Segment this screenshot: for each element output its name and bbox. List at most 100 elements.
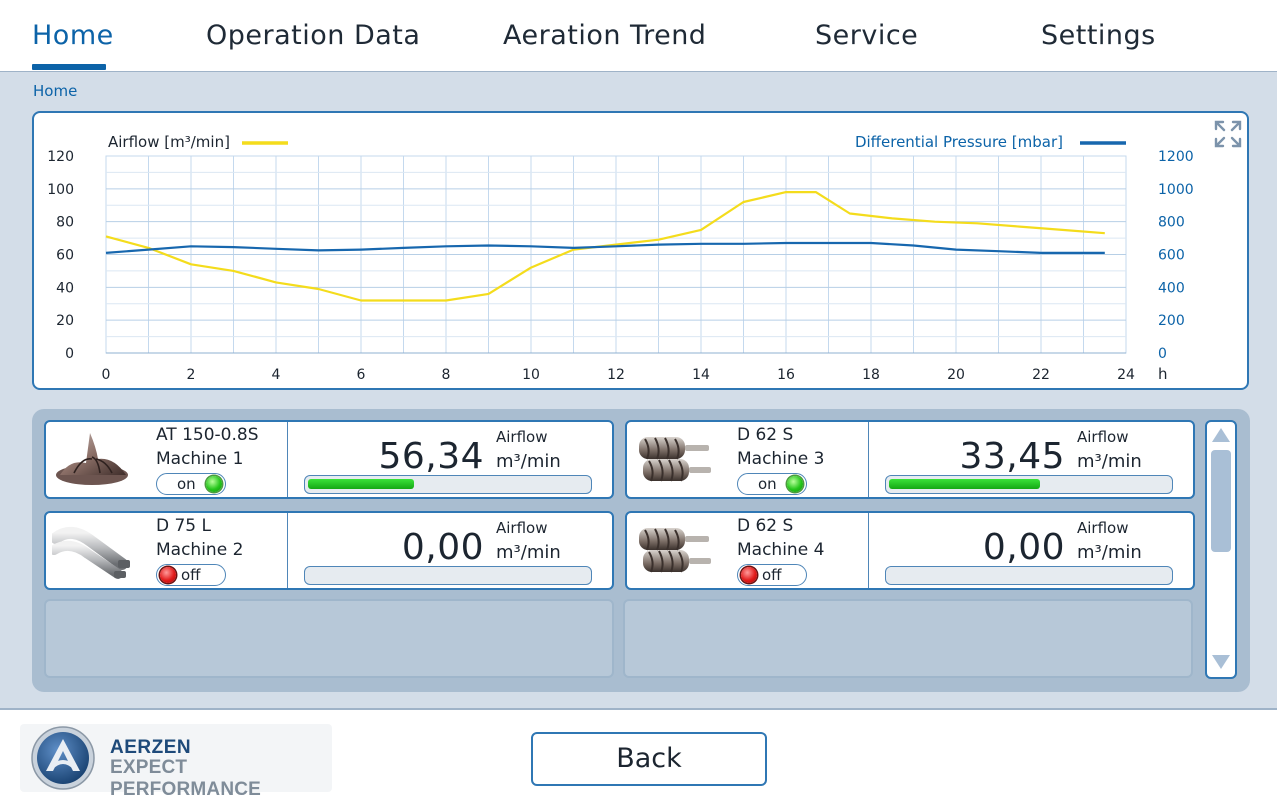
screw-rotor-image [639,437,711,482]
fullscreen-expand-icon[interactable] [1214,120,1242,148]
pressure-series-line [105,241,1105,254]
machine-name: Machine 2 [156,540,244,560]
machine-name: Machine 3 [737,449,825,469]
airflow-progress-fill [308,479,415,489]
tab-settings[interactable]: Settings [1041,20,1156,51]
machine-on-off-toggle[interactable]: off [156,564,226,586]
right-axis-tick-label: 1200 [1158,149,1194,165]
toggle-label: off [181,566,201,584]
x-axis-tick-label: 4 [272,367,281,383]
airflow-label: Airflow [496,428,548,446]
tab-service[interactable]: Service [815,20,919,51]
chart-series [105,190,1105,302]
x-axis-tick-label: 0 [102,367,111,383]
x-axis-tick-label: 16 [777,367,795,383]
x-axis-tick-label: 12 [607,367,625,383]
breadcrumb[interactable]: Home [33,82,78,100]
machine-card-2[interactable]: D 75 L Machine 2 off 0,00 Airflow m³/min [44,511,614,590]
right-axis-tick-label: 400 [1158,280,1185,296]
machine-card-3[interactable]: D 62 S Machine 3 on 33,45 Airflow m³/min [625,420,1195,499]
airflow-unit: m³/min [1077,542,1142,563]
machine-on-off-toggle[interactable]: off [737,564,807,586]
machines-scrollbar[interactable] [1205,420,1237,679]
left-axis-tick-label: 120 [47,149,74,165]
airflow-series-line [105,190,1105,302]
aerzen-logo-icon [31,726,95,790]
airflow-label: Airflow [1077,428,1129,446]
airflow-unit: m³/min [496,451,561,472]
x-axis-tick-label: 24 [1117,367,1135,383]
left-axis-tick-label: 0 [65,346,74,362]
airflow-progress-bar [304,566,592,585]
airflow-value: 33,45 [959,436,1065,477]
status-led-red-icon [741,567,757,583]
machine-info [627,422,869,497]
top-navigation: Home Operation Data Aeration Trend Servi… [0,0,1277,72]
x-axis-tick-label: 14 [692,367,710,383]
airflow-unit: m³/min [496,542,561,563]
machine-model: D 62 S [737,425,794,445]
machine-name: Machine 1 [156,449,244,469]
brand-tagline: EXPECT PERFORMANCE [110,757,262,798]
right-axis-tick-label: 800 [1158,215,1185,231]
toggle-label: on [177,475,196,493]
scroll-down-arrow-icon[interactable] [1211,653,1231,671]
machine-on-off-toggle[interactable]: on [156,473,226,495]
x-axis-tick-label: 18 [862,367,880,383]
right-axis-tick-label: 600 [1158,248,1185,264]
toggle-label: off [762,566,782,584]
x-axis-unit-label: h [1158,365,1168,383]
tab-home[interactable]: Home [32,20,114,51]
rotor-shaft-image [52,526,130,579]
airflow-progress-bar [885,566,1173,585]
status-led-green-icon [787,476,803,492]
machine-on-off-toggle[interactable]: on [737,473,807,495]
machine-info [46,422,288,497]
left-axis-tick-label: 100 [47,182,74,198]
screw-rotor-image [639,528,711,573]
scroll-up-arrow-icon[interactable] [1211,426,1231,444]
active-tab-indicator [32,64,106,70]
scroll-thumb[interactable] [1211,450,1231,552]
x-axis-tick-label: 2 [187,367,196,383]
chart-legend: Airflow [m³/min] Differential Pressure [… [108,133,1126,151]
legend-airflow-label: Airflow [m³/min] [108,133,230,151]
aerzen-logo: AERZEN EXPECT PERFORMANCE [20,724,332,798]
impeller-image [56,433,128,485]
legend-pressure-label: Differential Pressure [mbar] [855,133,1063,151]
airflow-unit: m³/min [1077,451,1142,472]
status-led-green-icon [206,476,222,492]
back-button[interactable]: Back [531,732,767,786]
tab-aeration-trend[interactable]: Aeration Trend [503,20,707,51]
right-axis-tick-label: 0 [1158,346,1167,362]
airflow-value: 56,34 [378,436,484,477]
left-axis-tick-label: 40 [56,280,74,296]
tab-operation-data[interactable]: Operation Data [206,20,421,51]
machine-model: AT 150-0.8S [156,425,259,445]
right-axis-tick-label: 200 [1158,313,1185,329]
chart-grid [105,155,1127,354]
airflow-label: Airflow [1077,519,1129,537]
airflow-progress-bar [885,475,1173,494]
empty-machine-slot [44,599,614,678]
machine-name: Machine 4 [737,540,825,560]
machine-info [627,513,869,588]
machine-card-1[interactable]: AT 150-0.8S Machine 1 on 56,34 Airflow m… [44,420,614,499]
x-axis-tick-label: 6 [357,367,366,383]
machine-info [46,513,288,588]
x-axis-tick-label: 10 [522,367,540,383]
airflow-label: Airflow [496,519,548,537]
x-axis-tick-label: 20 [947,367,965,383]
left-axis-tick-label: 20 [56,313,74,329]
machine-card-4[interactable]: D 62 S Machine 4 off 0,00 Airflow m³/min [625,511,1195,590]
left-axis-tick-label: 80 [56,215,74,231]
x-axis-tick-label: 22 [1032,367,1050,383]
status-led-red-icon [160,567,176,583]
empty-machine-slot [623,599,1193,678]
right-axis-tick-label: 1000 [1158,182,1194,198]
airflow-value: 0,00 [401,527,484,568]
machine-model: D 62 S [737,516,794,536]
toggle-label: on [758,475,777,493]
